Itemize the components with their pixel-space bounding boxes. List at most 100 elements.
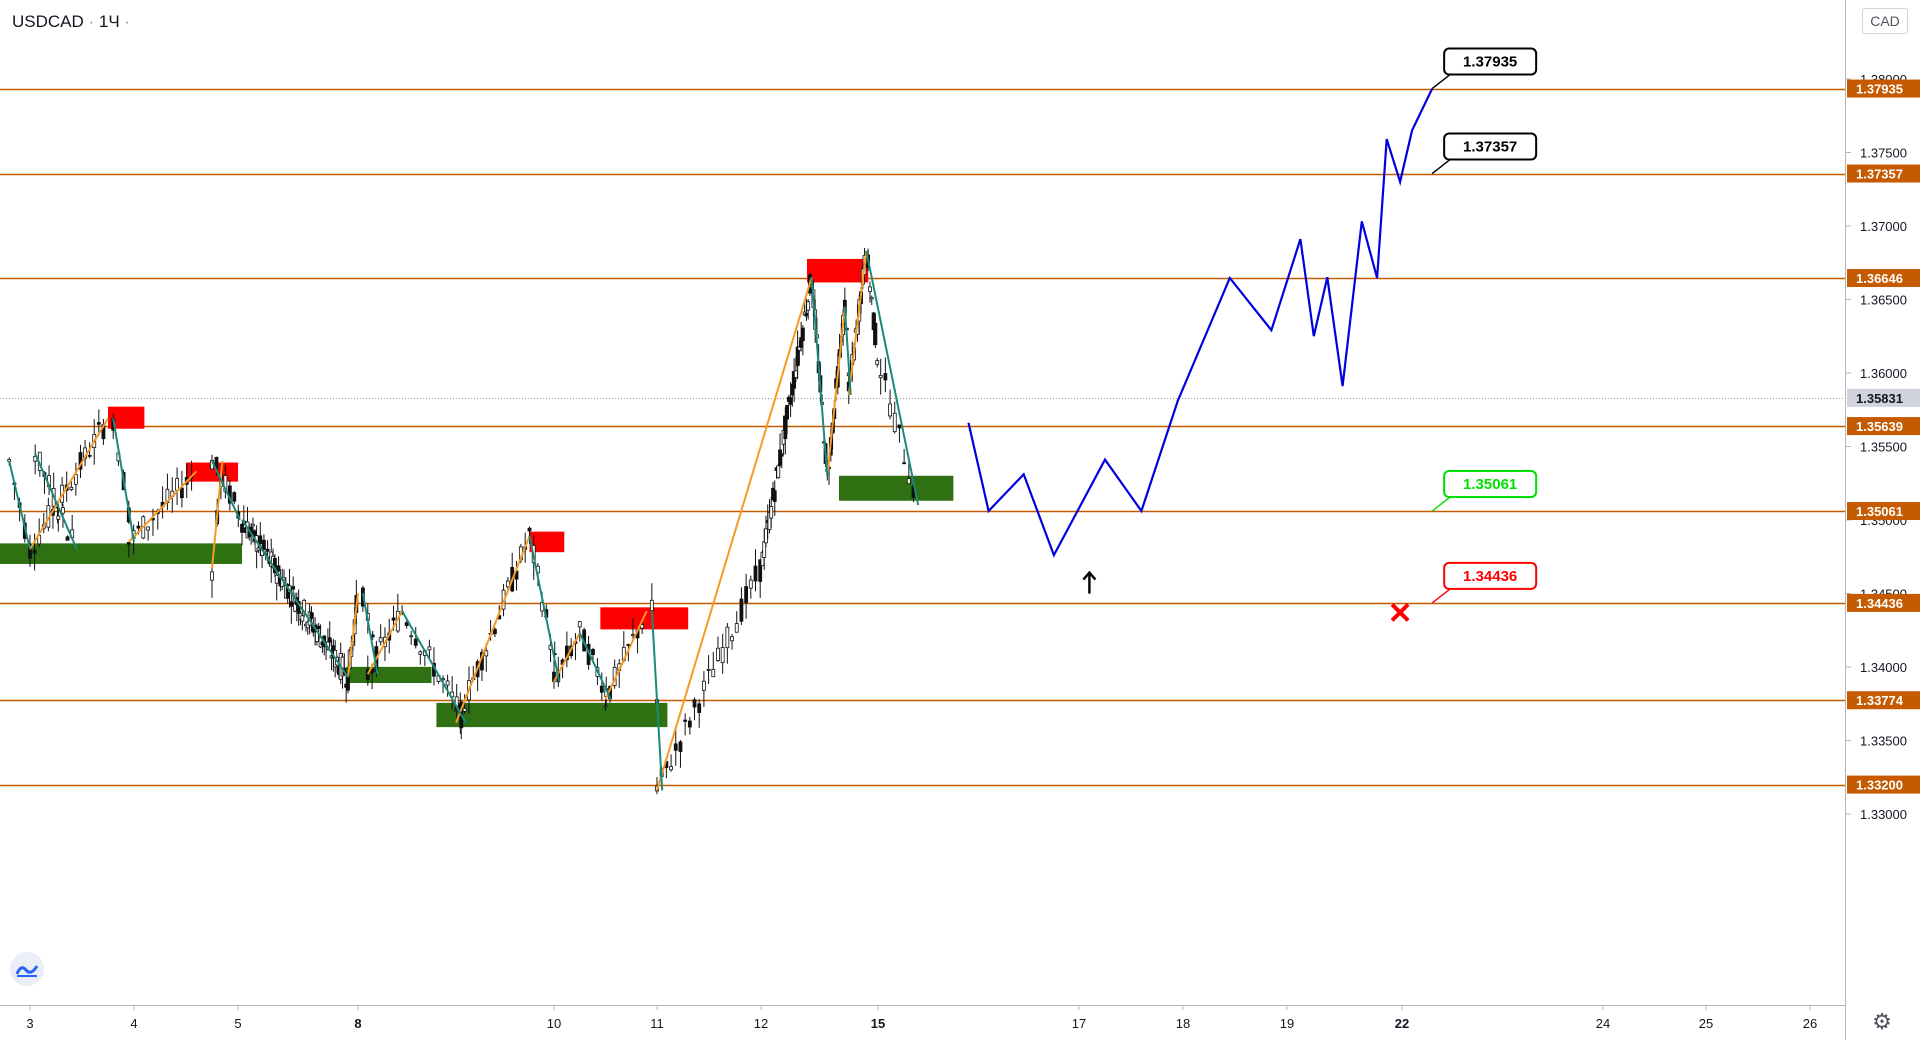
down-wave-segment [211, 460, 241, 521]
candle-body [505, 580, 510, 588]
level-price-label: 1.35061 [1856, 504, 1903, 519]
price-axis-canvas[interactable]: 1.330001.335001.340001.345001.350001.355… [1846, 0, 1920, 1040]
candle-body [484, 650, 489, 657]
candle-body [673, 743, 678, 751]
time-tick-label: 19 [1280, 1016, 1294, 1031]
candle-body [730, 636, 734, 642]
candle-body [289, 601, 294, 607]
callout-pointer [1431, 74, 1451, 90]
time-tick-label: 25 [1699, 1016, 1713, 1031]
candle-body [591, 649, 595, 656]
demand-zone [346, 666, 432, 684]
candle-body [806, 301, 811, 311]
level-price-badge [1847, 79, 1920, 98]
callout-label: 1.35061 [1463, 476, 1517, 493]
entry-arrow-icon [1082, 570, 1097, 581]
candle-body [251, 523, 255, 527]
demand-zone [839, 475, 954, 501]
time-tick-label: 17 [1072, 1016, 1086, 1031]
down-wave-segment [361, 593, 379, 675]
chart-canvas[interactable]: 1.37935 1.37357 1.35061 1.34436 [0, 0, 1845, 1005]
candle-body [779, 453, 784, 457]
price-tick-label: 1.35500 [1860, 440, 1907, 455]
level-price-badge [1847, 417, 1920, 436]
callout-box [1443, 132, 1538, 161]
symbol-name: USDCAD [12, 12, 84, 31]
down-wave-segment [650, 610, 664, 791]
price-tick-label: 1.34000 [1860, 660, 1907, 675]
candle-body [683, 719, 688, 722]
level-price-label: 1.34436 [1856, 596, 1903, 611]
candle-body [769, 506, 774, 519]
logo-wave [15, 965, 39, 975]
candle-body [725, 626, 730, 649]
time-tick-label: 24 [1596, 1016, 1610, 1031]
candle-body [599, 685, 604, 693]
candle-body [462, 707, 467, 712]
callout-box [1443, 470, 1538, 499]
up-wave-segment [847, 250, 868, 396]
candle-body [210, 571, 214, 581]
time-axis-canvas[interactable]: 3 4 5 8 10 11 12 15 17 18 19 22 24 25 26 [0, 1006, 1845, 1041]
level-price-badge [1847, 164, 1920, 183]
down-wave-segment [578, 632, 612, 700]
time-tick-label: 10 [547, 1016, 561, 1031]
level-price-badge [1847, 691, 1920, 710]
candle-body [291, 586, 296, 590]
candle-body [28, 544, 32, 559]
symbol-legend[interactable]: USDCAD · 1Ч · [12, 12, 130, 32]
candle-body [785, 405, 789, 420]
candle-body [716, 647, 720, 662]
candle-body [739, 598, 744, 622]
candle-body [73, 474, 78, 485]
callout-box [1443, 561, 1538, 590]
supply-zone [529, 531, 565, 553]
candle-body [454, 709, 458, 712]
candle-body [892, 412, 897, 433]
time-tick-label: 15 [871, 1016, 885, 1031]
candle-body [240, 523, 244, 533]
candle-body [445, 680, 450, 686]
candle-body [493, 628, 497, 635]
candle-body [649, 599, 654, 612]
up-wave-segment [29, 417, 109, 550]
up-wave-segment [604, 610, 648, 700]
price-axis[interactable]: 1.330001.335001.340001.345001.350001.355… [1845, 0, 1920, 1040]
candle-body [427, 646, 432, 651]
candle-body [772, 490, 777, 502]
candle-body [753, 565, 758, 582]
candle-body [801, 327, 805, 341]
down-wave-segment [401, 610, 467, 724]
callout-label: 1.37935 [1463, 54, 1517, 71]
candle-body [678, 741, 683, 752]
candle-body [869, 297, 874, 300]
candle-body [175, 478, 179, 491]
candle-body [96, 422, 101, 425]
candle-body [577, 621, 582, 628]
callout-box [1443, 47, 1538, 76]
candle-body [883, 373, 888, 381]
candle-body [327, 637, 332, 643]
currency-button[interactable]: CAD [1862, 8, 1908, 34]
candle-body [873, 322, 878, 346]
candle-body [720, 647, 725, 663]
candle-body [258, 535, 263, 545]
gear-icon[interactable]: ⚙ [1872, 1009, 1892, 1034]
candle-body [603, 705, 608, 708]
chart-plot-area[interactable]: 1.37935 1.37357 1.35061 1.34436 USDCAD · 1Ч… [0, 0, 1845, 1005]
time-tick-label: 12 [754, 1016, 768, 1031]
candle-body [276, 565, 281, 572]
supply-zone [807, 258, 869, 283]
candle-body [762, 541, 767, 559]
level-price-label: 1.37935 [1856, 82, 1903, 97]
stop-cross-icon-b [1390, 603, 1410, 622]
level-price-badge [1847, 775, 1920, 794]
up-wave-segment [826, 306, 846, 476]
candle-body [758, 559, 763, 582]
projection-path [967, 88, 1434, 558]
candle-body [640, 624, 645, 629]
tradingview-logo-icon[interactable] [10, 952, 44, 986]
time-axis[interactable]: 3 4 5 8 10 11 12 15 17 18 19 22 24 25 26 [0, 1005, 1845, 1040]
logo-mark [15, 965, 39, 977]
candle-body [868, 286, 872, 292]
